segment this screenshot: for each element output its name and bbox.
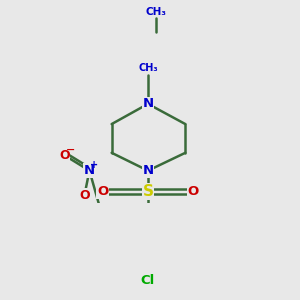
- Text: O: O: [188, 185, 199, 198]
- Text: O: O: [59, 148, 70, 162]
- Text: N: N: [84, 164, 95, 177]
- Text: S: S: [142, 184, 154, 199]
- Text: O: O: [79, 189, 90, 202]
- Text: −: −: [66, 145, 75, 155]
- Text: O: O: [97, 185, 108, 198]
- Text: CH₃: CH₃: [138, 63, 158, 73]
- Text: N: N: [142, 164, 154, 177]
- Text: N: N: [142, 98, 154, 110]
- Text: Cl: Cl: [141, 274, 155, 287]
- Text: +: +: [90, 160, 98, 170]
- Text: CH₃: CH₃: [146, 7, 167, 16]
